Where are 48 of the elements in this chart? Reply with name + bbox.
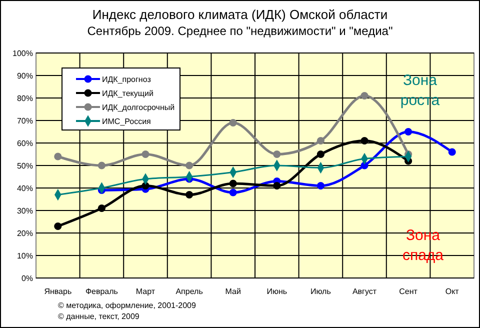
point bbox=[186, 190, 194, 199]
x-tick-label: Февраль bbox=[85, 287, 118, 296]
x-tick-label: Окт bbox=[445, 287, 460, 296]
point bbox=[54, 222, 62, 230]
point bbox=[229, 180, 237, 188]
point bbox=[229, 118, 237, 127]
legend-label: ИДК_прогноз bbox=[102, 75, 152, 84]
x-tick-label: Март bbox=[136, 287, 156, 296]
point bbox=[404, 128, 412, 136]
y-tick-label: 40% bbox=[16, 184, 33, 193]
y-tick-label: 50% bbox=[16, 162, 33, 170]
point bbox=[273, 150, 281, 158]
x-tick-label: Январь bbox=[44, 287, 72, 296]
point bbox=[360, 92, 368, 100]
x-tick-label: Сент bbox=[399, 287, 418, 296]
point bbox=[448, 148, 456, 156]
point bbox=[98, 204, 106, 212]
text: © методика, оформление, 2001-2009 bbox=[58, 301, 196, 310]
point bbox=[229, 188, 237, 196]
y-tick-label: 90% bbox=[16, 72, 33, 80]
point bbox=[316, 150, 324, 158]
y-tick-label: 80% bbox=[16, 94, 33, 103]
point bbox=[316, 136, 324, 145]
point bbox=[186, 162, 194, 170]
legend-label: ИДК_долгосрочный bbox=[102, 103, 175, 112]
point bbox=[98, 162, 106, 170]
x-tick-label: Май bbox=[225, 287, 241, 296]
chart-subtitle: Сентябрь 2009. Среднее по "недвижимости" и "медиа" bbox=[87, 24, 393, 38]
x-tick-label: Апрель bbox=[176, 287, 203, 296]
x-tick-label: Август bbox=[352, 287, 377, 296]
legend-label: ИДК_текущий bbox=[102, 89, 154, 98]
point bbox=[273, 182, 281, 190]
point bbox=[54, 152, 62, 160]
text: © данные, текст, 2009 bbox=[58, 312, 140, 321]
y-tick-label: 10% bbox=[16, 252, 33, 260]
x-tick-label: Июнь bbox=[266, 287, 288, 296]
point bbox=[316, 182, 324, 190]
point bbox=[360, 136, 368, 145]
chart-title: Индекс делового климата (ИДК) Омской области bbox=[92, 7, 388, 22]
legend-label: ИМС_Россия bbox=[102, 117, 151, 126]
y-tick-label: 0% bbox=[21, 274, 33, 283]
point bbox=[142, 150, 150, 158]
y-tick-label: 100% bbox=[12, 49, 33, 58]
y-tick-label: 20% bbox=[16, 229, 33, 238]
x-tick-label: Июль bbox=[310, 287, 331, 296]
y-tick-label: 70% bbox=[16, 116, 33, 126]
y-tick-label: 30% bbox=[16, 206, 33, 216]
y-tick-label: 60% bbox=[16, 139, 33, 148]
